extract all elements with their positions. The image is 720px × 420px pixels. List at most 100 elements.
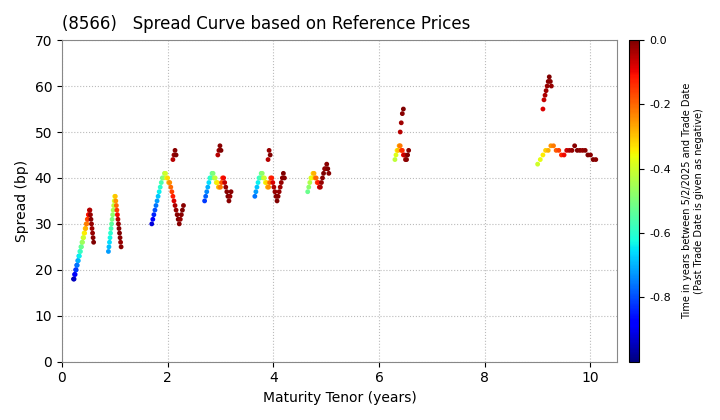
Point (564, 147, 575, 154)
Point (542, 147, 554, 154)
Point (310, 175, 321, 181)
Point (81, 216, 93, 223)
Point (401, 156, 413, 163)
Point (114, 230, 125, 236)
Point (165, 184, 176, 191)
Point (258, 175, 269, 181)
Point (397, 106, 409, 113)
Point (103, 248, 114, 255)
Point (402, 152, 413, 158)
Point (580, 147, 591, 154)
Point (393, 142, 405, 149)
Point (172, 216, 184, 223)
Point (202, 184, 214, 191)
Point (403, 147, 415, 154)
Point (111, 207, 122, 213)
Point (318, 170, 329, 177)
Point (308, 170, 320, 177)
Point (216, 179, 228, 186)
Point (251, 184, 263, 191)
Point (69, 271, 81, 278)
Point (113, 220, 125, 227)
Point (306, 175, 318, 181)
Point (114, 239, 126, 246)
Point (84, 207, 95, 213)
Point (271, 197, 283, 204)
Point (168, 152, 180, 158)
Point (68, 276, 79, 282)
Point (304, 179, 315, 186)
Point (267, 179, 279, 186)
Point (83, 211, 94, 218)
Y-axis label: Time in years between 5/2/2025 and Trade Date
(Past Trade Date is given as negat: Time in years between 5/2/2025 and Trade… (682, 83, 703, 319)
Point (319, 165, 330, 172)
Point (71, 262, 83, 269)
Point (81, 220, 92, 227)
Point (204, 175, 216, 181)
Point (83, 211, 94, 218)
Point (256, 170, 267, 177)
Point (569, 142, 580, 149)
Point (250, 188, 261, 195)
Point (548, 142, 559, 149)
Point (395, 147, 407, 154)
Point (572, 147, 583, 154)
Point (540, 87, 552, 94)
Point (214, 142, 225, 149)
Point (540, 147, 552, 154)
Point (155, 184, 166, 191)
Point (110, 197, 122, 204)
Point (272, 193, 284, 199)
Point (112, 211, 123, 218)
Point (395, 142, 406, 149)
Point (544, 74, 555, 80)
Point (69, 271, 81, 278)
Point (199, 197, 210, 204)
Point (262, 184, 274, 191)
Point (213, 147, 225, 154)
Point (212, 179, 223, 186)
Point (75, 248, 86, 255)
Point (303, 184, 315, 191)
Point (546, 83, 557, 89)
Point (274, 188, 285, 195)
Point (537, 106, 549, 113)
Point (176, 207, 188, 213)
Point (208, 175, 220, 181)
Point (205, 175, 217, 181)
Point (544, 78, 556, 85)
Point (537, 152, 549, 158)
Point (274, 184, 286, 191)
Point (114, 234, 126, 241)
Point (553, 147, 564, 154)
Point (112, 216, 124, 223)
Point (84, 207, 96, 213)
Point (176, 211, 187, 218)
Point (307, 170, 319, 177)
Point (104, 239, 115, 246)
Point (168, 197, 180, 204)
Point (249, 193, 261, 199)
Point (158, 170, 170, 177)
Point (210, 175, 221, 181)
Point (71, 266, 82, 273)
Text: (8566)   Spread Curve based on Reference Prices: (8566) Spread Curve based on Reference P… (62, 15, 470, 33)
Point (397, 147, 408, 154)
Point (320, 165, 331, 172)
Point (542, 78, 554, 85)
Point (322, 165, 333, 172)
Point (276, 175, 288, 181)
Point (215, 184, 226, 191)
Point (115, 244, 127, 250)
Point (558, 152, 570, 158)
Point (77, 234, 89, 241)
Point (254, 175, 266, 181)
Point (156, 179, 167, 186)
Point (268, 184, 279, 191)
Point (73, 253, 85, 260)
Point (399, 152, 410, 158)
Y-axis label: Spread (bp): Spread (bp) (15, 160, 29, 242)
Point (395, 129, 406, 135)
Point (588, 156, 599, 163)
Point (532, 161, 544, 168)
